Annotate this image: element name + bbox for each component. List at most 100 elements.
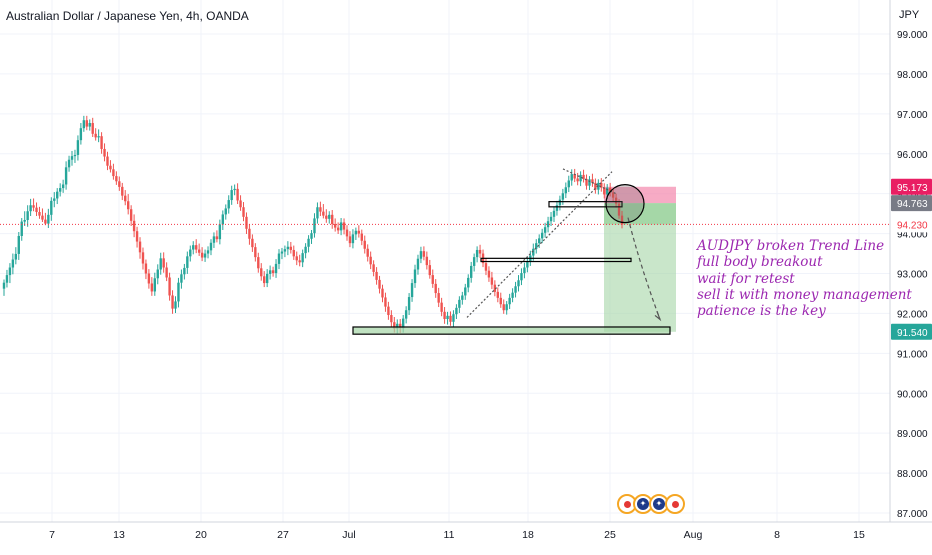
candle-body [461,295,464,300]
australia-flag-icon: ✦ [637,498,649,510]
projection-arrow [627,217,661,320]
candle [79,123,83,145]
candle-body [467,277,470,288]
candle [47,208,50,228]
candle-body [280,251,284,254]
candle [91,117,94,137]
candle-body [94,133,97,138]
candle [115,171,118,185]
candle [215,230,219,243]
candle-body [543,227,547,233]
candle [404,306,408,324]
candle [112,163,115,180]
x-tick-label: 7 [49,529,55,541]
candle-body [532,248,535,256]
y-tick-label: 92.000 [897,309,928,320]
event-marker-icon[interactable] [665,494,685,514]
candle-body [14,253,18,260]
candle [437,287,440,308]
candle-body [381,288,384,298]
candle-body [570,174,573,181]
candle [236,183,239,205]
candle [268,265,272,280]
candle [478,244,482,258]
candle-body [73,154,77,157]
candle-body [502,304,505,311]
candle-body [112,169,115,177]
candle [594,178,597,194]
candle [387,301,390,320]
candle [38,206,41,219]
candle-body [363,240,366,249]
candle [419,246,423,264]
candle-body [416,258,420,270]
candle-body [484,263,488,271]
candle-body [76,140,80,155]
candle-body [295,256,298,261]
candle-body [35,207,38,213]
candle [100,132,103,154]
candle-body [384,297,387,307]
price-tag [891,195,932,212]
candle-body [289,246,293,250]
candle-body [61,184,65,189]
candle [416,254,420,275]
candle [455,304,458,320]
candle [218,219,222,245]
axis-currency-label: JPY [899,9,920,21]
candle-body [342,222,346,230]
candle [410,279,414,302]
candle [248,224,251,245]
candle-body [322,211,325,216]
candle-body [126,201,130,210]
candle-body [579,174,582,182]
retest-box [548,201,623,208]
candle [502,299,505,314]
candle [443,307,446,324]
candle-body [47,214,50,224]
candle [546,216,550,233]
candle [165,262,168,282]
candle-body [32,205,35,208]
annotation-line: sell it with money management [697,286,912,303]
candle-body [514,286,517,293]
stop-loss-zone [604,186,676,204]
candle [200,247,204,262]
candle [608,182,612,197]
candle-body [29,205,32,212]
candle-body [307,238,310,247]
candle-body [576,178,579,182]
candle-body [401,318,405,329]
candle [14,247,18,265]
candle-body [434,283,437,294]
candle [295,251,298,266]
candle-body [351,234,355,244]
candle-body [410,283,414,298]
candle-body [79,128,83,141]
candle [5,269,9,288]
candle [67,155,71,172]
candle [180,269,183,289]
candle-body [611,192,615,198]
candle-body [331,214,334,225]
candle [573,168,576,183]
candle [82,115,86,132]
y-tick-label: 97.000 [897,110,928,121]
candle [490,271,494,290]
economic-events: ✦ ✦ [617,494,685,516]
candle [517,275,520,292]
candle-body [422,251,426,257]
candle [227,195,230,214]
candle-body [236,188,239,201]
candle-body [115,176,118,182]
candle-body [44,219,47,224]
price-tag [891,178,932,195]
price-tag [891,323,932,340]
candle [585,174,588,190]
candle-body [245,216,248,229]
candle-body [437,293,440,303]
candle [265,269,269,288]
candle-body [91,123,94,134]
candle [336,222,340,234]
